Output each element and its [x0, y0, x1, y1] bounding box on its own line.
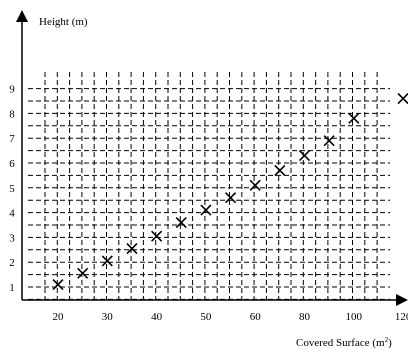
marker-stroke [224, 192, 237, 204]
data-point-marker [323, 135, 335, 147]
x-axis-title: Covered Surface (m2) [296, 336, 392, 349]
x-axis-title-superscript: 2 [385, 336, 389, 344]
y-tick-label-0: 1 [9, 282, 15, 294]
data-point-marker [151, 230, 163, 242]
marker-stroke [200, 204, 212, 216]
x-tick-label-5: 80 [299, 311, 311, 323]
y-tick-label-4: 5 [9, 183, 15, 195]
data-point-marker [397, 92, 408, 105]
x-axis-title-close: ) [388, 337, 392, 349]
marker-stroke [249, 179, 261, 191]
data-point-marker [77, 267, 89, 279]
data-points [52, 92, 408, 291]
data-point-marker [224, 192, 237, 204]
x-tick-label-7: 120 [395, 311, 408, 323]
y-tick-label-6: 7 [9, 133, 15, 145]
x-tick-label-3: 50 [200, 311, 212, 323]
data-point-marker [298, 149, 311, 162]
marker-stroke [175, 216, 187, 229]
axes [16, 10, 408, 306]
data-point-marker [126, 242, 138, 255]
data-point-marker [200, 204, 212, 216]
y-tick-label-2: 3 [9, 232, 15, 244]
y-tick-label-1: 2 [9, 257, 15, 269]
marker-stroke [274, 164, 286, 177]
marker-stroke [77, 267, 89, 279]
x-tick-label-6: 100 [346, 311, 363, 323]
marker-stroke [323, 135, 335, 147]
data-point-marker [249, 179, 261, 191]
y-tick-label-8: 9 [9, 84, 15, 96]
marker-stroke [348, 112, 360, 124]
grid [28, 72, 390, 300]
marker-stroke [101, 255, 113, 267]
marker-stroke [126, 242, 138, 255]
data-point-marker [101, 255, 113, 267]
marker-stroke [298, 149, 311, 162]
x-tick-label-2: 40 [151, 311, 163, 323]
x-tick-label-0: 20 [53, 311, 65, 323]
x-axis-title-main: Covered Surface (m [296, 337, 385, 349]
y-tick-labels: 1 2 3 4 5 6 7 8 9 [9, 84, 15, 294]
data-point-marker [274, 164, 286, 177]
x-tick-labels: 203040506080100120200 [53, 311, 408, 323]
y-axis-title: Height (m) [39, 16, 88, 28]
marker-stroke [52, 278, 64, 291]
data-point-marker [175, 216, 187, 229]
x-tick-label-1: 30 [102, 311, 114, 323]
y-tick-label-5: 6 [9, 158, 15, 170]
marker-stroke [151, 230, 163, 242]
x-tick-label-4: 60 [250, 311, 262, 323]
marker-stroke [397, 92, 408, 105]
y-tick-label-7: 8 [9, 108, 15, 120]
data-point-marker [348, 112, 360, 124]
y-tick-label-3: 4 [9, 208, 15, 220]
data-point-marker [52, 278, 64, 291]
